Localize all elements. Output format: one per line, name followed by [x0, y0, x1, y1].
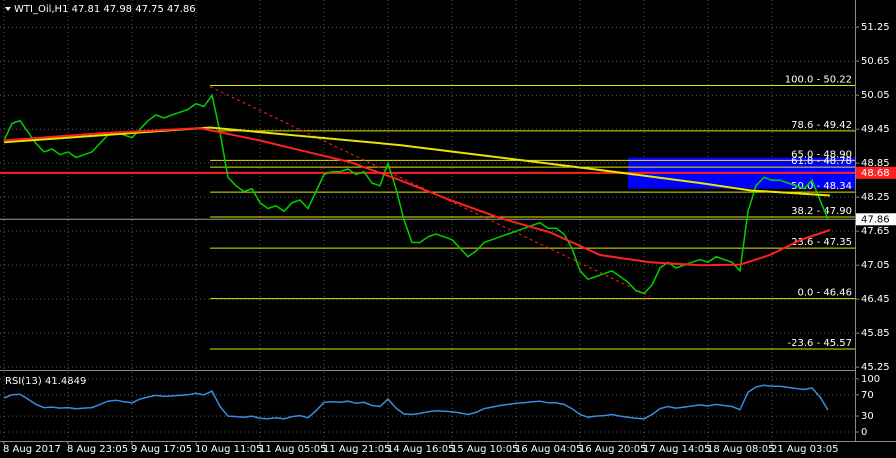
rsi-tick-label: 0 [861, 427, 867, 438]
x-tick-label: 15 Aug 10:05 [451, 444, 518, 455]
fib-label: -23.6 - 45.57 [788, 338, 852, 349]
chart-title: WTI_Oil,H1 47.81 47.98 47.75 47.86 [14, 4, 196, 15]
y-tick-label: 51.25 [861, 22, 890, 33]
x-tick-label: 8 Aug 2017 [3, 444, 61, 455]
y-tick-label: 46.45 [861, 294, 890, 305]
x-tick-label: 8 Aug 23:05 [67, 444, 128, 455]
menu-arrow[interactable] [5, 7, 11, 11]
price-tag-label: 48.68 [861, 168, 890, 179]
fib-label: 61.8 - 48.78 [791, 156, 852, 167]
fib-label: 0.0 - 46.46 [798, 288, 853, 299]
fib-label: 23.6 - 47.35 [791, 237, 852, 248]
price-line [3, 93, 829, 295]
x-tick-label: 17 Aug 14:05 [643, 444, 710, 455]
y-tick-label: 47.05 [861, 260, 890, 271]
rsi-line [3, 384, 829, 420]
x-tick-label: 16 Aug 20:05 [579, 444, 646, 455]
x-tick-label: 18 Aug 08:05 [707, 444, 774, 455]
rsi-label: RSI(13) 41.4849 [5, 376, 86, 387]
fib-label: 50.0 - 48.34 [791, 181, 852, 192]
x-tick-label: 10 Aug 11:05 [195, 444, 262, 455]
price-tag [856, 166, 896, 179]
fib-label: 38.2 - 47.90 [791, 206, 852, 217]
last-price-label: 47.86 [861, 214, 890, 225]
y-tick-label: 50.05 [861, 90, 890, 101]
moving-average [3, 126, 831, 197]
y-tick-label: 45.25 [861, 362, 890, 373]
x-tick-label: 16 Aug 04:05 [515, 444, 582, 455]
x-tick-label: 21 Aug 03:05 [771, 444, 838, 455]
y-tick-label: 48.85 [861, 158, 890, 169]
moving-average [3, 127, 831, 267]
y-tick-label: 50.65 [861, 56, 890, 67]
x-tick-label: 14 Aug 16:05 [387, 444, 454, 455]
y-tick-label: 49.45 [861, 124, 890, 135]
y-tick-label: 47.65 [861, 226, 890, 237]
x-tick-label: 11 Aug 21:05 [323, 444, 390, 455]
y-tick-label: 48.25 [861, 192, 890, 203]
y-tick-label: 45.85 [861, 328, 890, 339]
rsi-tick-label: 100 [861, 374, 880, 385]
x-tick-label: 11 Aug 05:05 [259, 444, 326, 455]
rsi-tick-label: 70 [861, 390, 874, 401]
fib-label: 78.6 - 49.42 [791, 120, 852, 131]
fib-label: 100.0 - 50.22 [785, 75, 852, 86]
fib-label: 65.0 - 48.90 [791, 149, 852, 160]
rsi-tick-label: 30 [861, 411, 874, 422]
x-tick-label: 9 Aug 17:05 [131, 444, 192, 455]
last-price-tag [856, 213, 896, 226]
